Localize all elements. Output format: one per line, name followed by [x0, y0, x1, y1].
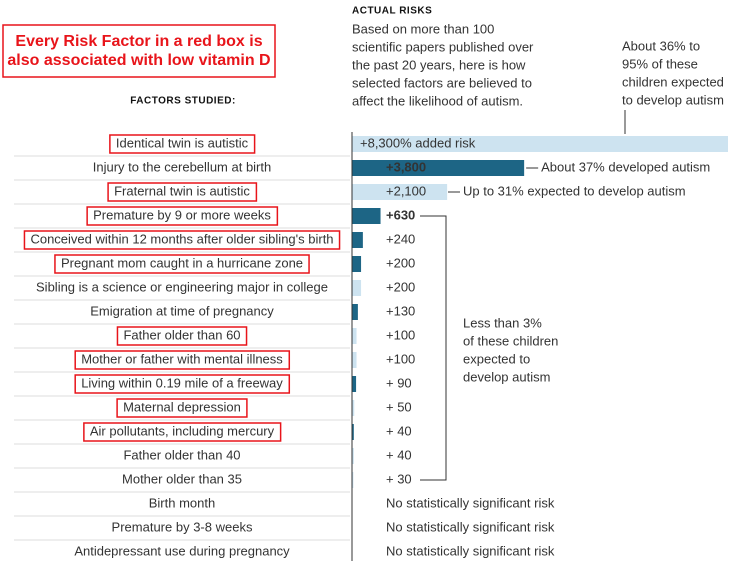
- callout-text: Every Risk Factor in a red box is: [15, 33, 262, 50]
- annotation: Less than 3%: [463, 315, 542, 330]
- description: scientific papers published over: [352, 39, 534, 54]
- highlight-box: [109, 134, 256, 154]
- value-label: + 30: [386, 471, 412, 486]
- value-label: No statistically significant risk: [386, 495, 555, 510]
- category-header: FACTORS STUDIED:: [130, 96, 236, 107]
- value-label: +200: [386, 279, 415, 294]
- category-label: Conceived within 12 months after older s…: [30, 231, 333, 246]
- value-label: +630: [386, 207, 415, 222]
- highlight-box: [83, 422, 282, 442]
- category-label: Father older than 40: [123, 447, 240, 462]
- description: selected factors are believed to: [352, 75, 532, 90]
- bar: [352, 280, 362, 296]
- value-label: +8,300% added risk: [360, 135, 476, 150]
- category-label: Father older than 60: [123, 327, 240, 342]
- callout-box: [2, 24, 276, 78]
- value-label: + 40: [386, 423, 412, 438]
- bar: [352, 232, 363, 248]
- category-label: Fraternal twin is autistic: [114, 183, 250, 198]
- category-label: Identical twin is autistic: [116, 135, 249, 150]
- category-label: Birth month: [149, 495, 215, 510]
- bar: [352, 376, 357, 392]
- annotation: Up to 31% expected to develop autism: [463, 183, 686, 198]
- value-label: +130: [386, 303, 415, 318]
- bar: [352, 400, 355, 416]
- value-label: + 90: [386, 375, 412, 390]
- value-label: No statistically significant risk: [386, 519, 555, 534]
- value-label: +100: [386, 327, 415, 342]
- highlight-box: [74, 374, 291, 394]
- category-label: Premature by 9 or more weeks: [93, 207, 271, 222]
- category-label: Sibling is a science or engineering majo…: [36, 279, 328, 294]
- value-label: + 50: [386, 399, 412, 414]
- value-label: +2,100: [386, 183, 426, 198]
- category-label: Living within 0.19 mile of a freeway: [81, 375, 283, 390]
- category-label: Emigration at time of pregnancy: [90, 303, 274, 318]
- bar: [352, 472, 354, 488]
- annotation: expected to: [463, 351, 530, 366]
- value-label: +3,800: [386, 159, 426, 174]
- value-label: +240: [386, 231, 415, 246]
- annotation: develop autism: [463, 369, 550, 384]
- highlight-box: [107, 182, 258, 202]
- highlight-box: [116, 398, 248, 418]
- bar: [352, 256, 362, 272]
- header: ACTUAL RISKS: [352, 6, 432, 17]
- category-label: Injury to the cerebellum at birth: [93, 159, 271, 174]
- highlight-box: [54, 254, 310, 274]
- annotation: 95% of these: [622, 56, 698, 71]
- annotation: About 37% developed autism: [541, 159, 710, 174]
- highlight-box: [86, 206, 279, 226]
- value-label: + 40: [386, 447, 412, 462]
- category-label: Antidepressant use during pregnancy: [74, 543, 290, 558]
- category-label: Maternal depression: [123, 399, 241, 414]
- bar: [352, 352, 357, 368]
- value-label: +100: [386, 351, 415, 366]
- bar: [352, 424, 354, 440]
- category-label: Air pollutants, including mercury: [90, 423, 275, 438]
- annotation: children expected: [622, 74, 724, 89]
- value-label: +200: [386, 255, 415, 270]
- annotation: to develop autism: [622, 92, 724, 107]
- bar: [352, 160, 525, 176]
- bar: [352, 184, 448, 200]
- bar: [352, 328, 357, 344]
- bar: [352, 304, 358, 320]
- value-label: No statistically significant risk: [386, 543, 555, 558]
- description: affect the likelihood of autism.: [352, 93, 523, 108]
- highlight-box: [74, 350, 291, 370]
- bar: [352, 448, 354, 464]
- highlight-box: [116, 326, 248, 346]
- callout-text: also associated with low vitamin D: [7, 52, 270, 69]
- highlight-box: [23, 230, 341, 250]
- description: the past 20 years, here is how: [352, 57, 526, 72]
- bar: [352, 208, 381, 224]
- bracket: [420, 215, 447, 481]
- category-label: Pregnant mom caught in a hurricane zone: [61, 255, 303, 270]
- category-label: Premature by 3-8 weeks: [112, 519, 253, 534]
- category-label: Mother older than 35: [122, 471, 242, 486]
- annotation: of these children: [463, 333, 558, 348]
- annotation: About 36% to: [622, 38, 700, 53]
- category-label: Mother or father with mental illness: [81, 351, 283, 366]
- bar: [352, 136, 728, 152]
- description: Based on more than 100: [352, 21, 494, 36]
